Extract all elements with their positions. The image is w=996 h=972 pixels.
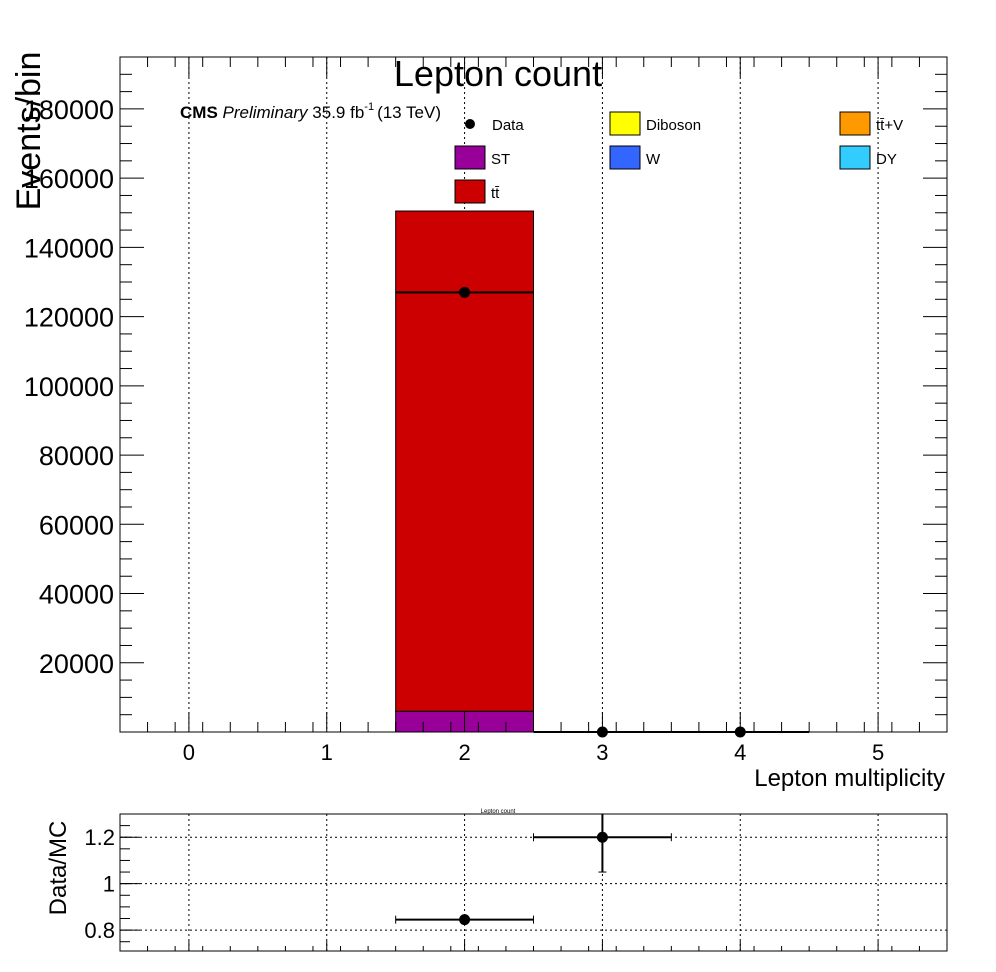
- ratio-y-tick-label: 1.2: [84, 825, 115, 850]
- cms-label-line: CMS Preliminary 35.9 fb-1 (13 TeV): [180, 101, 441, 122]
- legend-label: tt̄+V: [876, 117, 903, 134]
- y-tick-labels: 20000 40000 60000 80000 100000 120000 140000 16…: [24, 95, 114, 679]
- legend-swatch: [454, 179, 486, 204]
- ratio-point: [459, 914, 471, 926]
- legend-label: tt̄: [491, 185, 500, 202]
- lumi-exponent: -1: [364, 101, 374, 113]
- x-axis-label: Lepton multiplicity: [754, 765, 945, 792]
- ratio-plot-frame: [119, 813, 948, 952]
- legend-swatch: [609, 111, 641, 136]
- ratio-y-tick-label: 0.8: [84, 918, 115, 943]
- x-tick-label: 5: [872, 740, 884, 765]
- lumi-label: 35.9 fb: [312, 103, 364, 122]
- ratio-point: [596, 831, 608, 843]
- ratio-points: [395, 813, 672, 926]
- legend-label: Diboson: [646, 117, 701, 134]
- ratio-y-tick-labels: 0.8 1 1.2: [84, 825, 115, 943]
- x-tick-label: 3: [596, 740, 608, 765]
- main-axis-ticks: [119, 56, 948, 732]
- legend-swatch: [609, 145, 641, 170]
- chart-title: Lepton count: [394, 53, 602, 94]
- legend-label: DY: [876, 151, 897, 168]
- x-tick-labels: 0 1 2 3 4 5: [183, 740, 884, 765]
- ratio-y-axis-label: Data/MC: [45, 821, 72, 916]
- legend-label: W: [646, 151, 661, 168]
- energy-label: (13 TeV): [377, 103, 441, 122]
- x-tick-label: 2: [458, 740, 470, 765]
- y-tick-label: 40000: [39, 580, 114, 610]
- y-tick-label: 160000: [24, 164, 114, 194]
- legend-swatch: [839, 145, 871, 170]
- x-tick-label: 1: [321, 740, 333, 765]
- y-axis-label: Events/bin: [10, 52, 48, 211]
- bar-segment-tt: [395, 210, 534, 712]
- x-tick-label: 0: [183, 740, 195, 765]
- legend-swatch: [839, 111, 871, 136]
- preliminary-label: Preliminary: [223, 103, 310, 122]
- ratio-title: Lepton count: [481, 809, 516, 815]
- legend-marker-data: [465, 119, 475, 129]
- ratio-y-tick-label: 1: [103, 872, 115, 897]
- y-tick-label: 180000: [24, 95, 114, 125]
- main-plot-frame: [119, 56, 948, 733]
- y-tick-label: 20000: [39, 649, 114, 679]
- x-tick-label: 4: [734, 740, 746, 765]
- legend-label: Data: [492, 117, 524, 134]
- main-plot-panel: 0 1 2 3 4 5 20000 40000 60000 80000 100000 120000 1…: [10, 52, 948, 792]
- y-tick-label: 140000: [24, 233, 114, 263]
- legend: Data Diboson tt̄+V ST W DY tt̄: [454, 111, 903, 204]
- y-tick-label: 100000: [24, 372, 114, 402]
- legend-label: ST: [491, 151, 510, 168]
- legend-swatch: [454, 145, 486, 170]
- y-tick-label: 60000: [39, 510, 114, 540]
- y-tick-label: 120000: [24, 303, 114, 333]
- y-tick-label: 80000: [39, 441, 114, 471]
- data-point: [459, 286, 471, 298]
- cms-label: CMS: [180, 103, 218, 122]
- ratio-plot-panel: 0.8 1 1.2 Lepton count Data/MC: [45, 809, 948, 952]
